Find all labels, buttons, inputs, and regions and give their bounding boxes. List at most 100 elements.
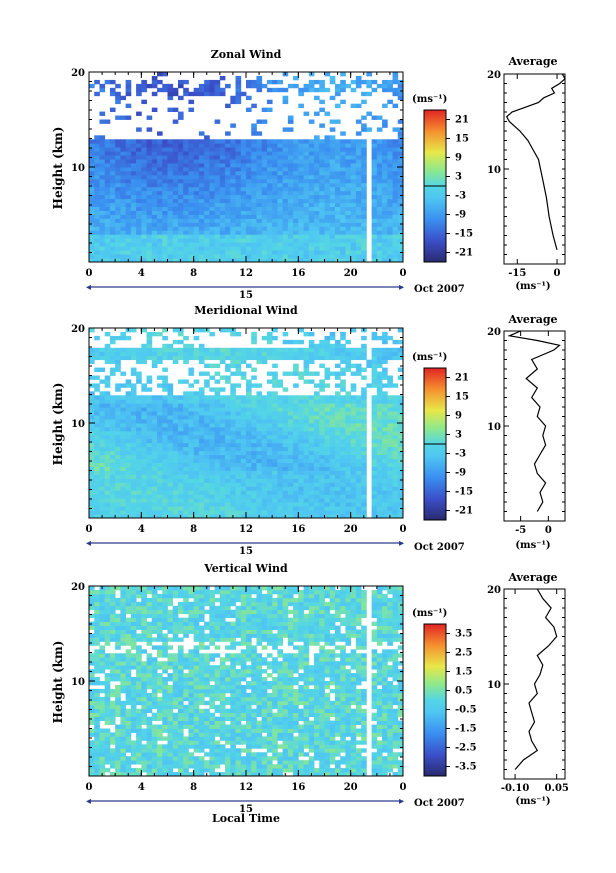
heatmap-cell: [251, 218, 257, 223]
heatmap-cell: [209, 170, 215, 176]
heatmap-cell: [308, 155, 315, 160]
heatmap-cell: [240, 190, 247, 196]
heatmap-cell: [303, 367, 310, 372]
heatmap-cell: [235, 462, 242, 467]
x-tick-label: 0: [86, 268, 93, 279]
heatmap-cell: [355, 482, 362, 487]
heatmap-cell: [287, 170, 294, 176]
heatmap-cell: [188, 466, 195, 471]
heatmap-cell: [329, 335, 336, 341]
heatmap-cell: [314, 442, 320, 448]
heatmap-cell: [340, 387, 346, 392]
heatmap-cell: [109, 214, 116, 219]
heatmap-cell: [382, 442, 388, 448]
heatmap-cell: [167, 151, 174, 156]
heatmap-cell: [94, 498, 100, 503]
heatmap-cell: [314, 466, 320, 471]
heatmap-cell: [397, 226, 404, 231]
heatmap-cell: [329, 202, 336, 207]
heatmap-cell: [141, 466, 147, 471]
heatmap-cell: [146, 343, 153, 349]
heatmap-cell: [177, 202, 184, 207]
heatmap-cell: [193, 434, 200, 440]
heatmap-cell: [193, 419, 200, 424]
heatmap-cell: [266, 510, 273, 515]
heatmap-cell: [303, 768, 310, 773]
heatmap-cell: [235, 442, 242, 448]
heatmap-cell: [99, 238, 106, 243]
heatmap-cell: [298, 210, 304, 215]
heatmap-cell: [314, 462, 320, 467]
heatmap-cell: [293, 226, 299, 231]
heatmap-cell: [109, 198, 116, 204]
heatmap-cell: [225, 494, 231, 499]
heatmap-cell: [157, 351, 163, 357]
heatmap-cell: [282, 139, 289, 144]
heatmap-cell: [293, 423, 299, 428]
heatmap-cell: [355, 430, 362, 436]
heatmap-cell: [225, 442, 231, 448]
heatmap-cell: [355, 498, 362, 503]
heatmap-cell: [146, 506, 153, 511]
heatmap-cell: [177, 462, 184, 467]
heatmap-cell: [146, 170, 153, 176]
heatmap-cell: [355, 371, 362, 376]
heatmap-cell: [397, 170, 404, 176]
heatmap-cell: [109, 143, 116, 148]
heatmap-cell: [214, 139, 221, 144]
heatmap-cell: [376, 359, 383, 365]
heatmap-cell: [209, 143, 215, 148]
heatmap-cell: [303, 351, 310, 357]
heatmap-cell: [266, 182, 273, 188]
heatmap-cell: [246, 430, 252, 436]
heatmap-cell: [282, 506, 289, 511]
heatmap-cell: [397, 454, 404, 460]
heatmap-cell: [204, 163, 210, 168]
heatmap-cell: [109, 170, 116, 176]
y-axis-label: Height (km): [51, 383, 65, 466]
heatmap-cell: [193, 772, 200, 777]
heatmap-cell: [376, 155, 383, 160]
heatmap-cell: [193, 446, 200, 452]
heatmap-cell: [251, 210, 257, 215]
heatmap-cell: [298, 222, 304, 227]
heatmap-cell: [382, 190, 388, 196]
heatmap-cell: [109, 490, 116, 495]
heatmap-cell: [167, 210, 174, 215]
heatmap-cell: [308, 482, 315, 487]
heatmap-cell: [141, 139, 147, 144]
heatmap-cell: [94, 198, 100, 204]
heatmap-cell: [120, 147, 127, 152]
heatmap-cell: [340, 155, 346, 160]
heatmap-cell: [219, 446, 226, 452]
heatmap-cell: [340, 258, 346, 263]
heatmap-cell: [256, 186, 263, 192]
heatmap-cell: [167, 147, 174, 152]
heatmap-cell: [340, 190, 346, 196]
heatmap-cell: [382, 206, 388, 211]
heatmap-cell: [125, 182, 132, 188]
heatmap-cell: [382, 222, 388, 227]
heatmap-cell: [167, 772, 174, 777]
heatmap-cell: [183, 407, 189, 412]
heatmap-cell: [198, 411, 205, 416]
heatmap-cell: [371, 450, 378, 456]
heatmap-cell: [183, 482, 189, 487]
heatmap-cell: [130, 458, 137, 463]
heatmap-cell: [183, 458, 189, 463]
heatmap-cell: [319, 434, 325, 440]
heatmap-cell: [340, 367, 346, 372]
heatmap-cell: [293, 143, 299, 148]
heatmap-cell: [298, 246, 304, 251]
heatmap-cell: [225, 355, 231, 361]
heatmap-cell: [240, 442, 247, 448]
heatmap-cell: [104, 218, 111, 223]
heatmap-cell: [329, 458, 336, 463]
heatmap-cell: [94, 347, 100, 353]
heatmap-cell: [266, 772, 273, 777]
heatmap-cell: [183, 768, 189, 773]
heatmap-cell: [130, 155, 137, 160]
heatmap-cell: [157, 478, 163, 483]
heatmap-cell: [130, 246, 137, 251]
